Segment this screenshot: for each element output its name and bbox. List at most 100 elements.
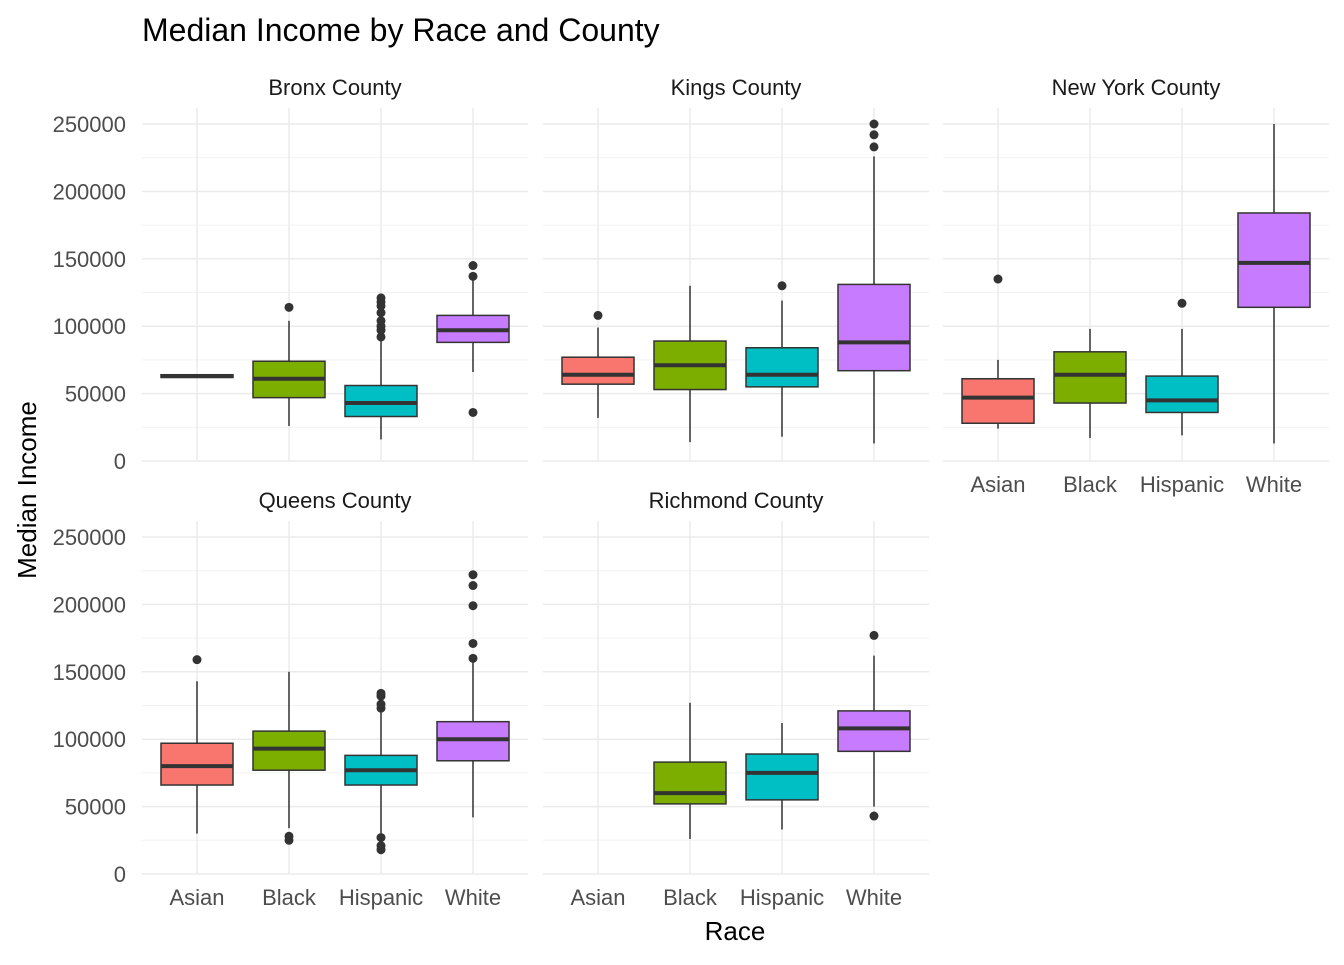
- box-hispanic: [344, 688, 418, 855]
- outlier-point: [869, 130, 879, 140]
- box-white: [837, 119, 911, 444]
- outlier-point: [376, 841, 386, 851]
- x-tick-label: Black: [663, 885, 718, 910]
- box-iqr: [1145, 375, 1219, 414]
- outlier-point: [376, 688, 386, 698]
- y-axis-title: Median Income: [12, 401, 42, 579]
- panel-strip-label: Kings County: [671, 75, 802, 100]
- outlier-point: [376, 833, 386, 843]
- chart-title: Median Income by Race and County: [142, 12, 660, 48]
- box-asian: [160, 373, 234, 379]
- outlier-point: [869, 811, 879, 821]
- panels-layer: Bronx County 0 50000 100000 150000 200000 2500…: [53, 75, 1329, 910]
- box-asian: [160, 655, 234, 834]
- outlier-point: [284, 302, 294, 312]
- y-tick-label: 0: [114, 449, 126, 474]
- box-iqr: [1237, 212, 1311, 309]
- x-tick-label: Asian: [570, 885, 625, 910]
- outlier-point: [468, 570, 478, 580]
- box-iqr: [745, 347, 819, 388]
- y-tick-label: 200000: [53, 179, 126, 204]
- outlier-point: [192, 655, 202, 665]
- box-hispanic: [745, 281, 819, 437]
- outlier-point: [468, 271, 478, 281]
- box-white: [837, 630, 911, 821]
- x-tick-label: Hispanic: [339, 885, 423, 910]
- y-tick-label: 150000: [53, 247, 126, 272]
- x-tick-label: Hispanic: [1140, 472, 1224, 497]
- box-hispanic: [745, 723, 819, 830]
- outlier-point: [468, 407, 478, 417]
- x-tick-label: Hispanic: [740, 885, 824, 910]
- panel-strip-label: New York County: [1052, 75, 1221, 100]
- box-iqr: [837, 710, 911, 753]
- box-asian: [961, 274, 1035, 429]
- outlier-point: [376, 699, 386, 709]
- box-hispanic: [344, 293, 418, 440]
- outlier-point: [468, 261, 478, 271]
- outlier-point: [284, 831, 294, 841]
- outlier-point: [869, 119, 879, 129]
- x-tick-label: Black: [262, 885, 317, 910]
- panel-strip-label: Queens County: [259, 488, 412, 513]
- outlier-point: [777, 281, 787, 291]
- x-tick-label: Asian: [169, 885, 224, 910]
- y-tick-label: 0: [114, 862, 126, 887]
- box-iqr: [1053, 351, 1127, 404]
- panel-4: Richmond County Asian Black Hispanic White: [543, 488, 929, 910]
- x-tick-label: Asian: [970, 472, 1025, 497]
- box-iqr: [160, 742, 234, 786]
- outlier-point: [1177, 298, 1187, 308]
- box-iqr: [653, 761, 727, 805]
- outlier-point: [468, 581, 478, 591]
- box-black: [653, 702, 727, 839]
- x-tick-label: White: [445, 885, 501, 910]
- box-hispanic: [1145, 298, 1219, 436]
- outlier-point: [869, 142, 879, 152]
- box-black: [1053, 328, 1127, 439]
- panel-strip-label: Bronx County: [268, 75, 401, 100]
- box-iqr: [561, 356, 635, 385]
- outlier-point: [468, 601, 478, 611]
- box-white: [436, 261, 510, 417]
- y-tick-label: 50000: [65, 382, 126, 407]
- outlier-point: [869, 630, 879, 640]
- box-iqr: [252, 730, 326, 771]
- y-tick-label: 100000: [53, 727, 126, 752]
- y-tick-label: 200000: [53, 592, 126, 617]
- box-white: [436, 570, 510, 818]
- x-tick-label: White: [1246, 472, 1302, 497]
- outlier-point: [593, 310, 603, 320]
- y-tick-label: 250000: [53, 112, 126, 137]
- box-iqr: [344, 384, 418, 418]
- box-white: [1237, 124, 1311, 444]
- outlier-point: [468, 653, 478, 663]
- y-tick-label: 250000: [53, 525, 126, 550]
- box-asian: [561, 310, 635, 418]
- y-tick-label: 50000: [65, 795, 126, 820]
- outlier-point: [993, 274, 1003, 284]
- outlier-point: [376, 308, 386, 318]
- panel-3: Queens County 0 50000 100000 150000 200000 250…: [53, 488, 528, 910]
- panel-1: Kings County: [543, 75, 929, 462]
- x-tick-label: White: [846, 885, 902, 910]
- panel-2: New York County Asian Black Hispanic White: [943, 75, 1329, 497]
- box-iqr: [961, 378, 1035, 425]
- box-black: [252, 671, 326, 845]
- x-tick-label: Black: [1063, 472, 1118, 497]
- outlier-point: [376, 293, 386, 303]
- outlier-point: [376, 332, 386, 342]
- box-iqr: [837, 283, 911, 372]
- panel-0: Bronx County 0 50000 100000 150000 200000 2500…: [53, 75, 528, 474]
- outlier-point: [376, 316, 386, 326]
- y-tick-label: 100000: [53, 314, 126, 339]
- box-iqr: [436, 720, 510, 762]
- box-black: [653, 285, 727, 443]
- box-black: [252, 302, 326, 426]
- panel-strip-label: Richmond County: [649, 488, 824, 513]
- outlier-point: [468, 638, 478, 648]
- x-axis-title: Race: [705, 916, 766, 946]
- box-iqr: [745, 753, 819, 801]
